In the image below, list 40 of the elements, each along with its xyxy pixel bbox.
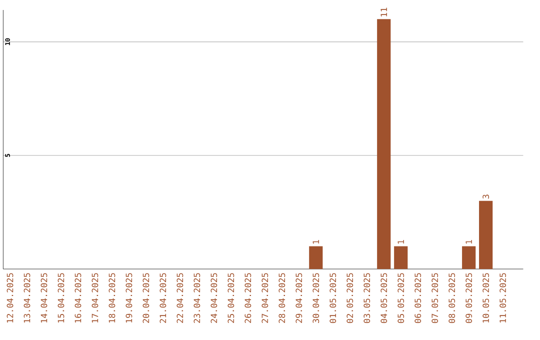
x-tick-label: 10.05.2025 xyxy=(482,273,490,322)
x-tick-label: 30.04.2025 xyxy=(312,273,320,323)
x-tick-label: 16.04.2025 xyxy=(74,273,82,322)
bar xyxy=(377,19,391,269)
x-tick-label: 26.04.2025 xyxy=(244,273,252,323)
x-tick-label: 09.05.2025 xyxy=(466,273,472,323)
x-tick-label: 20.04.2025 xyxy=(142,273,150,323)
x-tick-label: 19.04.2025 xyxy=(126,273,132,322)
x-tick-label: 29.04.2025 xyxy=(296,273,302,323)
x-tick-label: 27.04.2025 xyxy=(262,273,268,323)
x-tick-label: 11.05.2025 xyxy=(500,273,506,322)
x-tick-label: 08.05.2025 xyxy=(448,273,456,323)
x-tick-label: 01.05.2025 xyxy=(330,273,336,323)
x-tick-label: 02.05.2025 xyxy=(346,273,354,323)
x-tick-label: 14.04.2025 xyxy=(40,273,48,322)
x-tick-label: 23.04.2025 xyxy=(194,273,200,323)
data-label: 3 xyxy=(482,194,490,199)
x-tick-label: 22.04.2025 xyxy=(176,273,184,323)
x-tick-label: 17.04.2025 xyxy=(92,273,98,322)
data-label: 11 xyxy=(380,8,387,16)
x-tick-label: 05.05.2025 xyxy=(398,273,404,323)
data-label: 1 xyxy=(312,240,319,244)
x-tick-label: 21.04.2025 xyxy=(160,273,166,323)
data-label: 1 xyxy=(398,240,404,244)
x-tick-label: 25.04.2025 xyxy=(228,273,234,323)
data-label: 1 xyxy=(466,240,472,244)
x-tick-label: 04.05.2025 xyxy=(380,273,388,323)
bar xyxy=(462,246,476,269)
bar xyxy=(479,200,493,269)
bar xyxy=(394,246,408,269)
x-tick-label: 06.05.2025 xyxy=(414,273,422,323)
x-tick-label: 15.04.2025 xyxy=(58,273,64,322)
x-tick-label: 28.04.2025 xyxy=(278,273,286,323)
x-tick-label: 13.04.2025 xyxy=(24,273,30,322)
x-tick-label: 18.04.2025 xyxy=(108,273,116,322)
x-tick-label: 03.05.2025 xyxy=(364,273,370,323)
x-tick-label: 24.04.2025 xyxy=(210,273,218,323)
bar xyxy=(309,246,323,269)
x-tick-label: 07.05.2025 xyxy=(432,273,438,323)
x-tick-label: 12.04.2025 xyxy=(6,273,14,322)
